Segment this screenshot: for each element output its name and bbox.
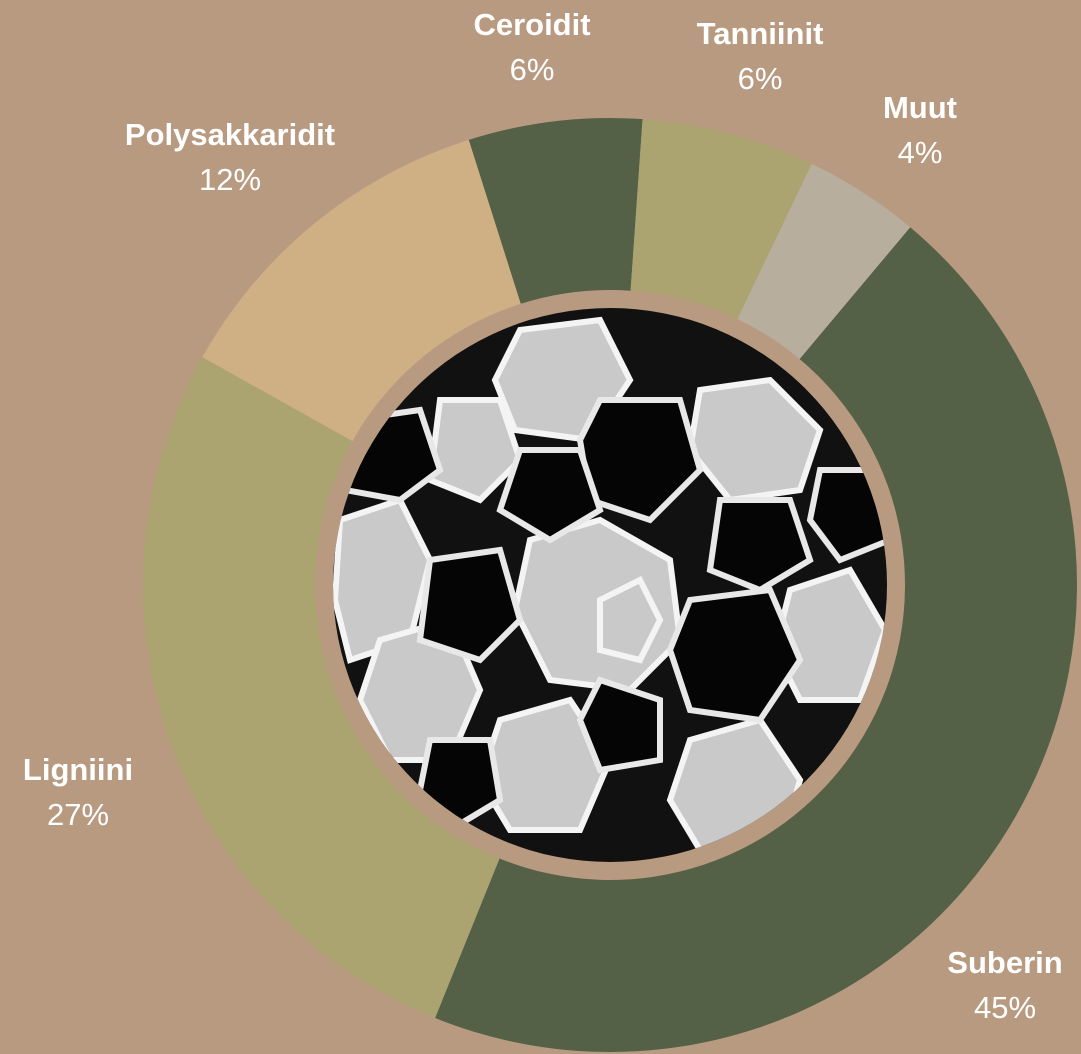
slice-name: Muut bbox=[883, 90, 957, 125]
chart: Suberin 45% Ligniini 27% Polysakkaridit 12% Ce… bbox=[0, 0, 1081, 1054]
slice-value: 4% bbox=[898, 135, 943, 170]
slice-name: Tanniinit bbox=[697, 16, 824, 51]
slice-value: 27% bbox=[47, 797, 109, 832]
slice-name: Suberin bbox=[947, 945, 1062, 980]
slice-name: Ceroidit bbox=[473, 7, 590, 42]
slice-value: 12% bbox=[199, 162, 261, 197]
slice-value: 6% bbox=[738, 61, 783, 96]
slice-value: 6% bbox=[510, 52, 555, 87]
slice-value: 45% bbox=[974, 990, 1036, 1025]
slice-name: Polysakkaridit bbox=[125, 117, 335, 152]
slice-name: Ligniini bbox=[23, 752, 133, 787]
